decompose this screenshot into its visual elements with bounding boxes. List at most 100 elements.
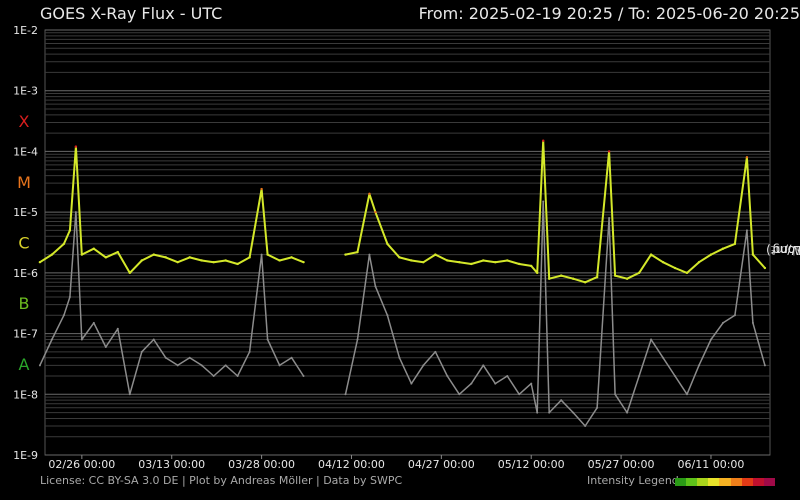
short-point: [709, 338, 712, 341]
long-point: [278, 259, 281, 262]
plot-area: [44, 29, 771, 456]
short-point: [188, 356, 191, 359]
long-point: [595, 275, 599, 279]
short-point: [344, 393, 347, 396]
legend-swatch-3: [708, 478, 720, 486]
y-tick-label: 1E-8: [13, 388, 38, 401]
long-point: [559, 274, 563, 277]
long-point: [613, 274, 617, 277]
long-point: [152, 253, 155, 256]
long-point: [128, 271, 131, 275]
short-point: [446, 375, 449, 378]
short-point: [104, 346, 107, 349]
long-point: [637, 271, 641, 275]
long-point: [266, 253, 269, 256]
long-point: [368, 192, 371, 196]
short-point: [745, 229, 748, 232]
short-point: [686, 393, 689, 396]
long-point: [356, 250, 359, 254]
x-tick-label: 04/27 00:00: [408, 458, 475, 471]
legend-swatch-0: [675, 478, 687, 486]
short-point: [200, 364, 203, 367]
long-point: [92, 247, 96, 250]
long-point: [38, 260, 42, 264]
short-point: [224, 364, 227, 367]
long-point: [506, 259, 509, 262]
long-point: [398, 256, 401, 259]
x-tick-label: 06/11 00:00: [678, 458, 745, 471]
short-point: [266, 338, 269, 341]
long-point: [344, 253, 347, 256]
short-point: [536, 411, 539, 414]
long-point: [745, 156, 749, 159]
long-point: [536, 271, 539, 275]
short-point: [116, 327, 119, 330]
long-point: [661, 260, 665, 264]
legend-swatch-6: [741, 478, 753, 486]
short-point: [506, 375, 509, 378]
short-point: [763, 364, 766, 367]
short-point: [697, 364, 700, 367]
short-point: [356, 338, 359, 341]
long-point: [302, 260, 305, 264]
to-value: 2025-06-20 20:25: [655, 4, 800, 23]
short-point: [152, 338, 155, 341]
long-point: [530, 264, 533, 268]
long-point: [62, 242, 66, 246]
long-point: [721, 247, 725, 250]
x-tick-label: 05/12 00:00: [498, 458, 565, 471]
long-point: [763, 266, 767, 270]
short-point: [530, 382, 533, 385]
long-point: [458, 260, 461, 264]
long-point: [236, 262, 239, 266]
short-point: [638, 375, 641, 378]
short-point: [494, 382, 497, 385]
flare-class-a: A: [19, 355, 30, 374]
legend-swatch-1: [686, 478, 698, 486]
long-point: [697, 260, 701, 264]
long-point: [733, 242, 737, 246]
legend-swatch-5: [730, 478, 742, 486]
long-point: [188, 256, 191, 259]
long-point: [248, 256, 251, 259]
long-point: [583, 281, 587, 284]
short-point: [368, 253, 371, 256]
long-point: [482, 259, 485, 262]
long-point: [116, 250, 119, 254]
short-point: [410, 382, 413, 385]
long-point: [709, 253, 713, 256]
short-point: [80, 338, 83, 341]
short-point: [62, 314, 65, 317]
from-value: 2025-02-19 20:25: [468, 4, 613, 23]
short-point: [733, 314, 736, 317]
short-point: [542, 200, 545, 203]
y-tick-label: 1E-5: [13, 206, 38, 219]
short-point: [584, 425, 587, 428]
long-point: [571, 277, 575, 280]
license-footer: License: CC BY-SA 3.0 DE | Plot by Andre…: [40, 474, 403, 487]
short-point: [608, 217, 611, 220]
short-point: [614, 393, 617, 396]
short-point: [662, 356, 665, 359]
long-point: [548, 277, 551, 280]
long-point: [68, 229, 72, 232]
long-point: [50, 253, 54, 256]
x-tick-label: 03/28 00:00: [228, 458, 295, 471]
long-point: [374, 210, 377, 214]
x-tick-label: 02/26 00:00: [48, 458, 115, 471]
short-point: [68, 296, 71, 299]
long-point: [176, 260, 179, 264]
y-tick-label: 1E-9: [13, 449, 38, 462]
short-point: [248, 350, 251, 353]
long-point: [751, 253, 755, 256]
y-tick-label: 1E-6: [13, 267, 38, 280]
short-point: [278, 364, 281, 367]
short-point: [751, 321, 754, 324]
short-point: [128, 393, 131, 396]
short-point: [176, 364, 179, 367]
short-point: [548, 411, 551, 414]
short-point: [572, 411, 575, 414]
short-point: [260, 253, 263, 256]
time-range: From: 2025-02-19 20:25 / To: 2025-06-20 …: [419, 4, 800, 23]
